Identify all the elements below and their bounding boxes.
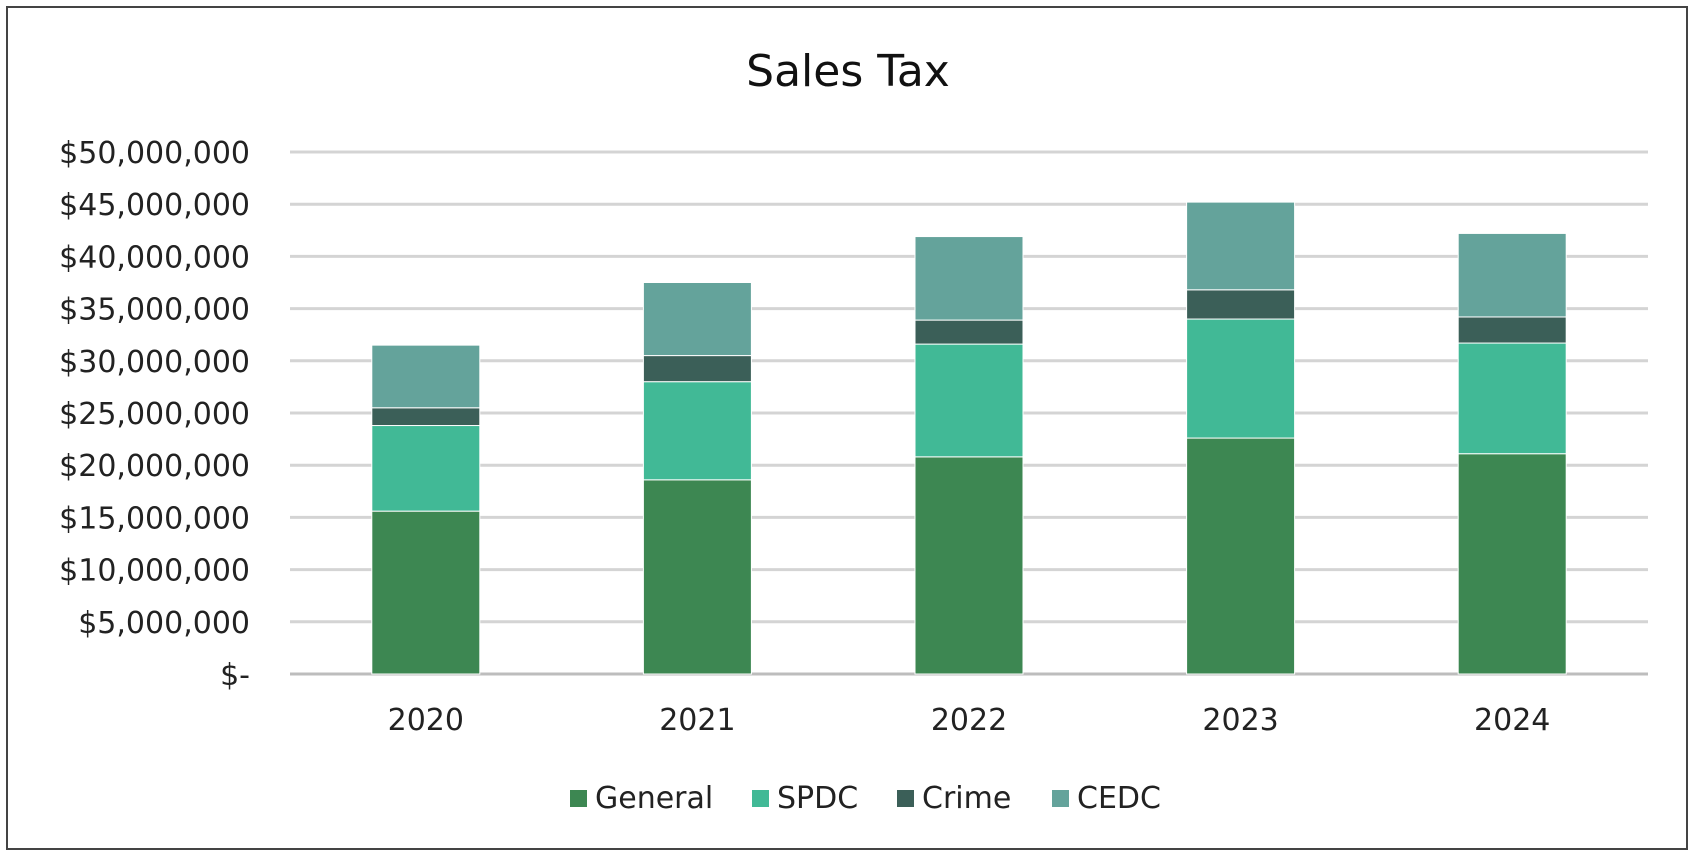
legend-label-cedc: CEDC bbox=[1077, 781, 1161, 816]
y-tick-label: $10,000,000 bbox=[59, 554, 250, 589]
legend-label-spdc: SPDC bbox=[777, 781, 858, 816]
y-tick-label: $- bbox=[220, 658, 250, 693]
y-tick-label: $35,000,000 bbox=[59, 293, 250, 328]
bar-crime-2021 bbox=[642, 355, 752, 383]
x-tick-label: 2022 bbox=[931, 703, 1007, 738]
bar-spdc-2023 bbox=[1186, 318, 1296, 439]
bar-general-2022 bbox=[914, 456, 1024, 675]
y-tick-label: $45,000,000 bbox=[59, 188, 250, 223]
bar-crime-2024 bbox=[1457, 316, 1567, 344]
x-tick-label: 2023 bbox=[1202, 703, 1278, 738]
legend: General SPDC Crime CEDC bbox=[570, 781, 1161, 816]
bar-general-2024 bbox=[1457, 453, 1567, 675]
x-axis-tick-labels: 2020 2021 2022 2023 2024 bbox=[388, 703, 1551, 738]
bar-cedc-2024 bbox=[1457, 232, 1567, 318]
legend-swatch-crime bbox=[897, 790, 914, 807]
y-tick-label: $40,000,000 bbox=[59, 240, 250, 275]
bars bbox=[371, 201, 1567, 675]
x-tick-label: 2020 bbox=[388, 703, 464, 738]
legend-label-crime: Crime bbox=[922, 781, 1011, 816]
bar-crime-2023 bbox=[1186, 289, 1296, 320]
bar-crime-2020 bbox=[371, 407, 481, 427]
y-axis-tick-labels: $- $5,000,000 $10,000,000 $15,000,000 $20,00… bbox=[59, 136, 250, 693]
bar-cedc-2021 bbox=[642, 282, 752, 357]
legend-swatch-cedc bbox=[1052, 790, 1069, 807]
y-tick-label: $25,000,000 bbox=[59, 397, 250, 432]
bar-general-2020 bbox=[371, 510, 481, 675]
y-tick-label: $5,000,000 bbox=[78, 606, 250, 641]
bar-spdc-2024 bbox=[1457, 342, 1567, 455]
y-tick-label: $20,000,000 bbox=[59, 449, 250, 484]
bar-spdc-2020 bbox=[371, 425, 481, 512]
legend-swatch-spdc bbox=[752, 790, 769, 807]
bar-general-2023 bbox=[1186, 437, 1296, 675]
bar-cedc-2023 bbox=[1186, 201, 1296, 291]
legend-label-general: General bbox=[595, 781, 713, 816]
x-tick-label: 2021 bbox=[659, 703, 735, 738]
bar-cedc-2022 bbox=[914, 236, 1024, 321]
legend-swatch-general bbox=[570, 790, 587, 807]
bar-spdc-2022 bbox=[914, 343, 1024, 458]
bar-general-2021 bbox=[642, 479, 752, 675]
y-tick-label: $50,000,000 bbox=[59, 136, 250, 171]
bar-crime-2022 bbox=[914, 319, 1024, 345]
x-tick-label: 2024 bbox=[1474, 703, 1550, 738]
chart-title: Sales Tax bbox=[746, 46, 950, 97]
chart-frame bbox=[6, 6, 1688, 850]
bar-cedc-2020 bbox=[371, 344, 481, 409]
y-tick-label: $30,000,000 bbox=[59, 345, 250, 380]
bar-spdc-2021 bbox=[642, 381, 752, 481]
y-tick-label: $15,000,000 bbox=[59, 501, 250, 536]
